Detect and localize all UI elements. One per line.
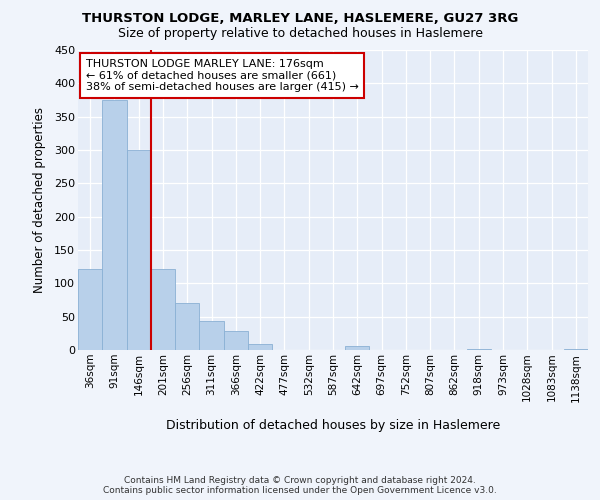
- Bar: [224, 332, 248, 350]
- Bar: [199, 322, 224, 350]
- Text: THURSTON LODGE MARLEY LANE: 176sqm
← 61% of detached houses are smaller (661)
38: THURSTON LODGE MARLEY LANE: 176sqm ← 61%…: [86, 59, 359, 92]
- Text: Size of property relative to detached houses in Haslemere: Size of property relative to detached ho…: [118, 28, 482, 40]
- Text: Distribution of detached houses by size in Haslemere: Distribution of detached houses by size …: [166, 420, 500, 432]
- Bar: [102, 100, 127, 350]
- Bar: [127, 150, 151, 350]
- Text: THURSTON LODGE, MARLEY LANE, HASLEMERE, GU27 3RG: THURSTON LODGE, MARLEY LANE, HASLEMERE, …: [82, 12, 518, 26]
- Bar: [564, 348, 588, 350]
- Bar: [345, 346, 370, 350]
- Y-axis label: Number of detached properties: Number of detached properties: [33, 107, 46, 293]
- Bar: [78, 268, 102, 350]
- Bar: [151, 268, 175, 350]
- Bar: [248, 344, 272, 350]
- Bar: [175, 304, 199, 350]
- Text: Contains HM Land Registry data © Crown copyright and database right 2024.
Contai: Contains HM Land Registry data © Crown c…: [103, 476, 497, 495]
